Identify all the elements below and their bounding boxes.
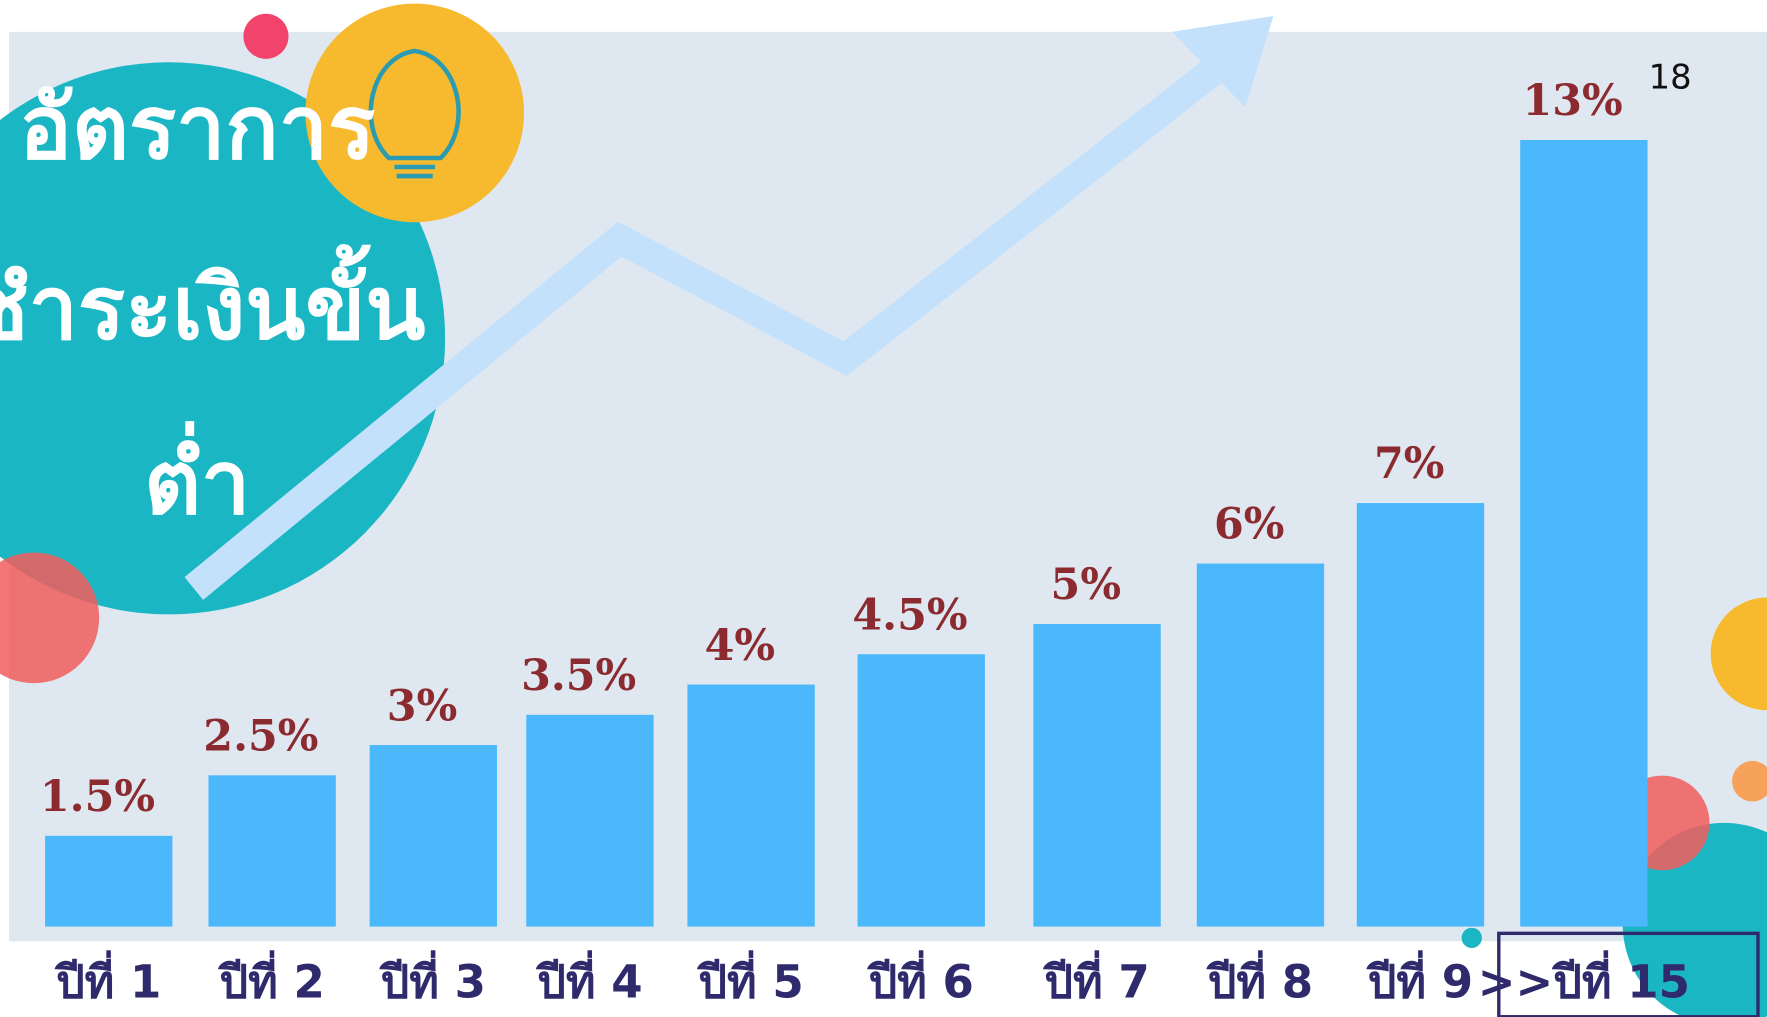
x-tick-label: ปีที่ 7 (1043, 951, 1150, 1009)
value-label: 6% (1214, 500, 1284, 550)
x-tick-label: ปีที่ 8 (1206, 951, 1313, 1009)
value-label: 1.5% (40, 772, 155, 822)
value-label: 2.5% (203, 712, 318, 762)
bar (1033, 624, 1160, 927)
bar (687, 685, 814, 927)
value-label: 3% (387, 681, 457, 731)
bar (1357, 503, 1484, 927)
bar (370, 745, 497, 927)
value-label: 4.5% (852, 591, 967, 641)
page-number: 18 (1649, 58, 1692, 97)
value-label: 5% (1051, 560, 1121, 610)
x-tick-label: ปีที่ 2 (218, 951, 325, 1009)
x-tick-label: ปีที่ 3 (379, 951, 486, 1009)
bar (45, 836, 172, 927)
value-label: 4% (705, 621, 775, 671)
page: {"chart_data": {"type": "bar", "title_li… (0, 0, 1767, 1017)
x-tick-label: ปีที่ 4 (535, 951, 642, 1009)
decor-dot (243, 14, 288, 59)
x-tick-label: ปีที่ 6 (867, 951, 974, 1009)
title-line: ต่ำ (144, 421, 250, 534)
bar (858, 654, 985, 926)
decor-dot (1462, 928, 1482, 948)
value-label: 3.5% (521, 651, 636, 701)
x-tick-label: ปีที่ 1 (54, 951, 161, 1009)
bar (1520, 140, 1647, 927)
value-label: 7% (1374, 439, 1444, 489)
bar (208, 775, 335, 926)
x-tick-label: ปีที่ 9 (1366, 951, 1473, 1009)
title-line: อัตราการ (19, 76, 375, 179)
bar (1197, 564, 1324, 927)
x-tick-label: ปีที่ 5 (697, 951, 804, 1009)
x-tick-label: >>ปีที่ 15 (1478, 951, 1690, 1009)
slide: 18 1.5% ปีที่ 1 2.5% ปีที่ 2 3% ปีที่ 3 3.5% ปี… (0, 0, 1767, 1017)
value-label: 13% (1522, 76, 1622, 126)
bar (526, 715, 653, 927)
title-line: ชำระเงินขั้น (0, 243, 425, 359)
